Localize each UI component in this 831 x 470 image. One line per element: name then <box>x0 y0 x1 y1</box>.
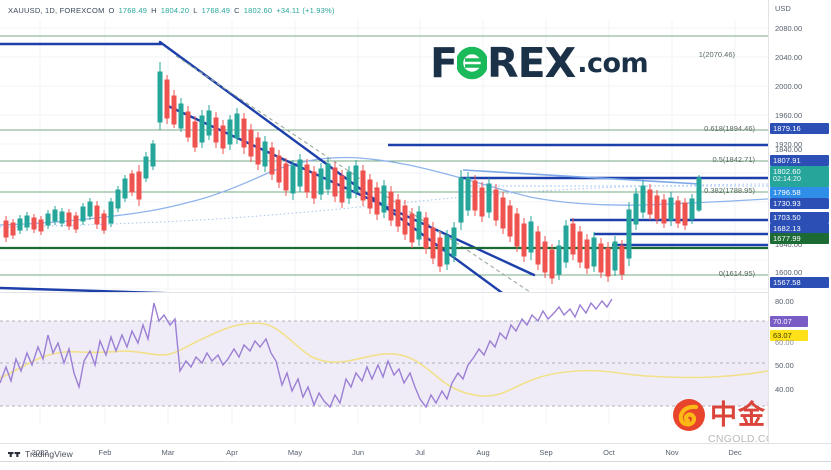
forex-logo-tld: .com <box>577 47 649 79</box>
price-tick-2040: 2040.00 <box>775 53 803 62</box>
pane-divider[interactable] <box>0 292 768 293</box>
rsi-ma-line <box>0 322 768 397</box>
cngold-mark-icon <box>672 398 706 432</box>
time-label-aug: Aug <box>476 448 490 457</box>
tradingview-logo-icon <box>8 450 21 459</box>
grid-horizontal <box>0 27 768 290</box>
rsi-tag-signal[interactable]: 70.07 <box>770 316 808 327</box>
price-axis[interactable]: USD 2080.00 2040.00 2000.00 1960.00 1920… <box>768 0 831 443</box>
time-label-mar: Mar <box>161 448 175 457</box>
level-1567 <box>0 286 168 292</box>
time-label-sep: Sep <box>539 448 553 457</box>
price-tick-2080: 2080.00 <box>775 24 803 33</box>
time-label-dec: Dec <box>728 448 742 457</box>
descending-resistance <box>462 169 701 185</box>
forex-logo-euro-o <box>457 42 488 84</box>
time-axis[interactable]: 2022 Feb Mar Apr May Jun Jul Aug Sep Oct… <box>0 443 831 461</box>
fib-label-0618: 0.618(1894.46) <box>704 124 755 133</box>
rsi-tick-40: 40.00 <box>775 385 794 394</box>
time-label-jun: Jun <box>351 448 365 457</box>
forex-logo-f: F <box>430 38 458 87</box>
forex-watermark: F REX .com <box>430 38 649 87</box>
time-label-may: May <box>287 448 303 457</box>
quote-header: XAUUSD, 1D, FOREXCOM O 1768.49 H 1804.20 L… <box>0 0 831 20</box>
change-value: +34.11 (+1.93%) <box>276 5 335 15</box>
symbol-label[interactable]: XAUUSD, 1D, FOREXCOM <box>8 5 105 15</box>
price-tick-1600: 1600.00 <box>775 268 803 277</box>
time-label-nov: Nov <box>665 448 679 457</box>
open-label: O <box>108 5 115 15</box>
footer-bar <box>0 461 831 470</box>
low-value: 1768.49 <box>201 5 231 15</box>
channel-midline <box>175 55 531 292</box>
rsi-tick-80: 80.00 <box>775 297 794 306</box>
high-value: 1804.20 <box>160 5 190 15</box>
channel-upper <box>158 40 503 292</box>
price-tick-1640: 1640.00 <box>775 240 803 249</box>
high-label: H <box>151 5 157 15</box>
price-tick-1960: 1960.00 <box>775 111 803 120</box>
price-tag-1796[interactable]: 1796.58 <box>770 187 829 198</box>
fib-label-1: 1(2070.46) <box>698 50 735 59</box>
close-label: C <box>234 5 240 15</box>
time-label-oct: Oct <box>603 448 615 457</box>
forex-logo-rex: REX <box>487 38 576 87</box>
price-tag-1703[interactable]: 1703.50 <box>770 212 829 223</box>
axis-unit-label: USD <box>775 4 791 13</box>
price-pane[interactable]: 1(2070.46) 0.618(1894.46) 0.5(1842.71) 0… <box>0 20 768 292</box>
price-chart-svg <box>0 20 768 292</box>
price-tag-1682[interactable]: 1682.13 <box>770 223 829 234</box>
rsi-threshold-lines <box>0 320 768 407</box>
price-tick-1840: 1840.00 <box>775 145 803 154</box>
fib-label-05: 0.5(1842.71) <box>712 155 755 164</box>
bar-countdown: 02:14:20 <box>773 176 802 184</box>
grid-vertical <box>39 20 736 292</box>
tradingview-label: TradingView <box>25 449 73 459</box>
rsi-tick-60: 60.00 <box>775 338 794 347</box>
price-tick-2000: 2000.00 <box>775 82 803 91</box>
fib-label-0382: 0.382(1788.95) <box>704 186 755 195</box>
price-tag-1677[interactable]: 1677.99 <box>770 233 829 244</box>
price-tag-1879[interactable]: 1879.16 <box>770 123 829 134</box>
low-label: L <box>193 5 198 15</box>
moving-average-line <box>0 156 768 226</box>
rsi-tick-50: 50.00 <box>775 361 794 370</box>
rsi-pane[interactable] <box>0 295 768 425</box>
fib-label-0: 0(1614.95) <box>718 269 755 278</box>
time-label-2022: 2022 <box>31 448 49 457</box>
price-tag-1567[interactable]: 1567.58 <box>770 277 829 288</box>
rsi-chart-svg <box>0 295 768 425</box>
time-label-feb: Feb <box>98 448 112 457</box>
price-tag-1807[interactable]: 1807.91 <box>770 155 829 166</box>
price-tag-current[interactable]: 1802.60 02:14:20 <box>770 166 829 188</box>
candlestick-series <box>3 62 702 284</box>
close-value: 1802.60 <box>243 5 273 15</box>
rsi-line <box>0 298 613 409</box>
fibonacci-lines <box>0 35 768 276</box>
price-tick-1920: 1920.00 <box>775 140 803 149</box>
rsi-tag-value[interactable]: 63.07 <box>770 330 808 341</box>
current-price-value: 1802.60 <box>773 167 801 176</box>
price-tag-1730[interactable]: 1730.93 <box>770 198 829 209</box>
tradingview-branding[interactable]: TradingView <box>8 449 73 459</box>
time-label-jul: Jul <box>415 448 425 457</box>
open-value: 1768.49 <box>118 5 148 15</box>
time-label-apr: Apr <box>226 448 238 457</box>
